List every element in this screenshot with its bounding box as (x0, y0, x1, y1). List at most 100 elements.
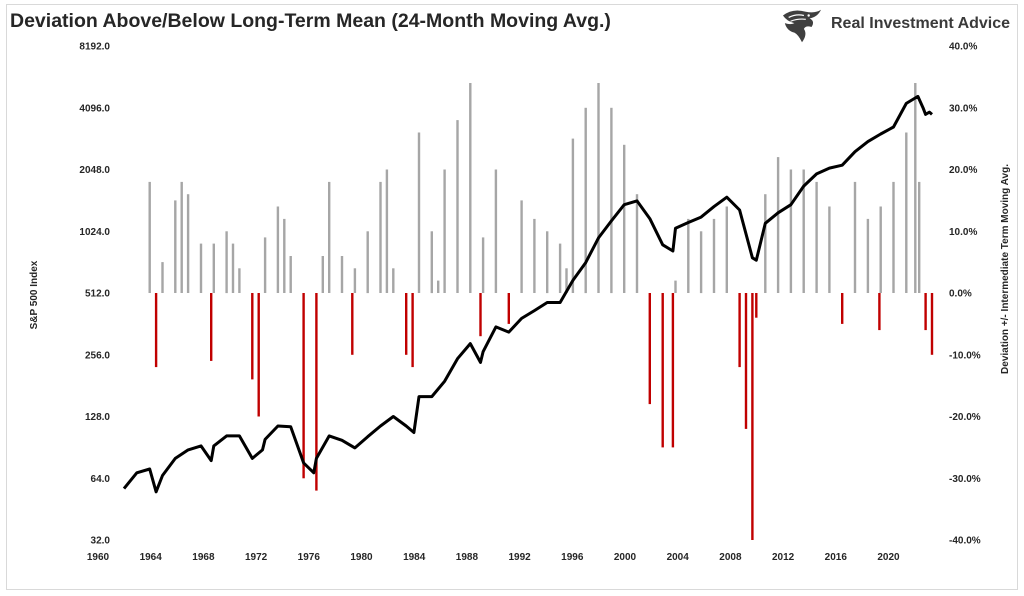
deviation-bar (866, 218, 870, 293)
deviation-bar (674, 280, 677, 293)
deviation-bar (417, 132, 421, 293)
deviation-bar (892, 181, 895, 293)
x-tick-label: 1984 (403, 552, 426, 563)
x-tick-label: 1972 (245, 552, 268, 563)
y-right-tick-label: -20.0% (949, 412, 981, 423)
deviation-bar (353, 268, 357, 293)
brand-name: Real Investment Advice (831, 15, 1011, 32)
y-right-tick-label: 40.0% (949, 42, 977, 53)
deviation-bar (443, 169, 446, 293)
deviation-bar (828, 206, 831, 293)
deviation-bar (584, 107, 587, 294)
deviation-bars (148, 83, 934, 540)
deviation-bar (340, 256, 344, 293)
deviation-bar (180, 181, 183, 293)
deviation-bar (430, 231, 433, 294)
deviation-bar (257, 293, 260, 417)
deviation-bar (879, 206, 882, 293)
y-right-tick-label: 10.0% (949, 227, 977, 238)
x-tick-label: 1960 (87, 552, 110, 563)
deviation-bar (263, 237, 267, 293)
deviation-bar (231, 243, 235, 293)
deviation-bar (815, 181, 818, 293)
deviation-bar (321, 256, 324, 293)
x-tick-label: 1996 (561, 552, 584, 563)
deviation-bar (520, 200, 523, 293)
y-right-tick-label: -10.0% (949, 350, 981, 361)
y-right-tick-label: -30.0% (949, 474, 981, 485)
deviation-bar (479, 293, 482, 337)
deviation-bar (924, 293, 927, 331)
deviation-bar (712, 218, 716, 293)
x-tick-label: 2012 (772, 552, 795, 563)
deviation-bar (648, 293, 651, 405)
y-left-tick-label: 2048.0 (79, 165, 110, 176)
deviation-bar (914, 83, 917, 293)
deviation-bar (930, 293, 934, 355)
deviation-bar (210, 293, 213, 361)
deviation-bar (776, 157, 780, 293)
deviation-bar (469, 83, 472, 293)
deviation-bar (494, 169, 498, 293)
deviation-bar (635, 194, 639, 293)
deviation-bar (238, 268, 241, 293)
deviation-bar (687, 218, 690, 293)
deviation-bar (405, 293, 408, 355)
deviation-bar (186, 194, 190, 293)
deviation-bar (802, 169, 805, 293)
y-left-tick-label: 4096.0 (79, 103, 110, 114)
x-tick-label: 1980 (350, 552, 373, 563)
deviation-bar (251, 293, 254, 380)
x-tick-label: 1964 (140, 552, 163, 563)
deviation-bar (289, 256, 292, 293)
x-tick-label: 1976 (298, 552, 321, 563)
deviation-bar (507, 293, 510, 324)
deviation-bar (199, 243, 203, 293)
deviation-bar (699, 231, 703, 294)
deviation-bar (597, 83, 600, 293)
y-right-tick-label: 30.0% (949, 103, 977, 114)
deviation-bar (571, 138, 575, 293)
y-right-axis-label: Deviation +/- Intermediate Term Moving A… (1000, 164, 1011, 374)
x-tick-label: 2004 (667, 552, 690, 563)
deviation-bar (558, 243, 562, 293)
eagle-logo-icon (782, 9, 822, 43)
x-tick-label: 1992 (508, 552, 531, 563)
deviation-bar (225, 231, 228, 294)
deviation-bar (764, 194, 767, 293)
deviation-bar (878, 293, 881, 331)
deviation-bar (212, 243, 215, 293)
x-tick-label: 2008 (719, 552, 742, 563)
deviation-bar (565, 268, 568, 293)
x-tick-label: 2020 (877, 552, 900, 563)
deviation-bar (315, 293, 318, 491)
deviation-bar (392, 268, 395, 293)
y-left-tick-label: 128.0 (85, 412, 110, 423)
deviation-bar (546, 231, 549, 294)
deviation-bar (853, 181, 857, 293)
x-tick-label: 2016 (825, 552, 848, 563)
deviation-bar (283, 218, 286, 293)
x-tick-label: 1968 (192, 552, 215, 563)
deviation-bar (366, 231, 369, 294)
y-right-tick-label: 0.0% (949, 289, 972, 300)
deviation-bar (789, 169, 793, 293)
deviation-bar (379, 181, 382, 293)
y-left-tick-label: 32.0 (91, 536, 111, 547)
deviation-bar (841, 293, 844, 324)
y-right-tick-label: 20.0% (949, 165, 977, 176)
y-left-tick-label: 1024.0 (79, 227, 110, 238)
deviation-bar (918, 181, 921, 293)
deviation-bar (905, 132, 908, 293)
y-right-axis: 40.0% 30.0% 20.0% 10.0% 0.0% -10.0% -20.0% -30.… (949, 42, 981, 547)
y-left-tick-label: 64.0 (91, 474, 111, 485)
deviation-bar (661, 293, 664, 448)
chart-title: Deviation Above/Below Long-Term Mean (24… (10, 10, 611, 32)
deviation-bar (623, 144, 626, 293)
deviation-bar (276, 206, 280, 293)
deviation-bar (437, 280, 440, 293)
deviation-bar (755, 293, 758, 318)
deviation-bar (328, 181, 331, 293)
deviation-bar (456, 120, 459, 293)
